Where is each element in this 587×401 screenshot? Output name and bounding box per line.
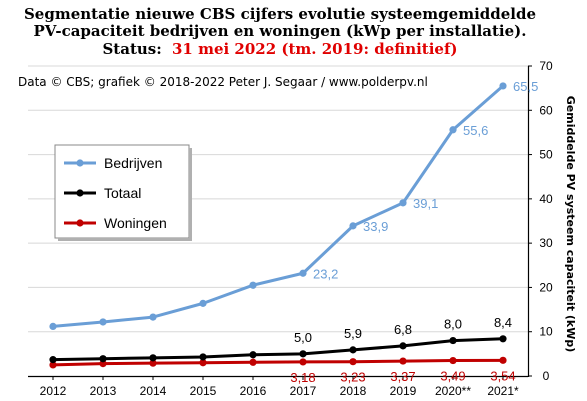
y-tick-label: 50: [539, 148, 553, 162]
x-tick-label: 2015: [190, 384, 217, 398]
point-bedrijven: [499, 82, 507, 90]
legend-marker-totaal: [76, 189, 84, 197]
point-woningen: [199, 359, 207, 367]
chart-title-line2: PV-capaciteit bedrijven en woningen (kWp…: [34, 22, 527, 40]
x-tick-label: 2021*: [487, 384, 519, 398]
data-label-totaal: 5,9: [344, 326, 362, 341]
chart-title-status: Status: 31 mei 2022 (tm. 2019: definitie…: [102, 40, 457, 58]
point-woningen: [349, 358, 357, 366]
status-value: 31 mei 2022 (tm. 2019: definitief): [172, 40, 458, 58]
point-bedrijven: [199, 299, 207, 307]
point-totaal: [49, 356, 57, 364]
x-tick-label: 2012: [40, 384, 67, 398]
point-totaal: [199, 353, 207, 361]
legend-label-totaal: Totaal: [104, 185, 141, 201]
chart-title-line1: Segmentatie nieuwe CBS cijfers evolutie …: [24, 5, 536, 23]
data-label-woningen: 3,18: [290, 370, 315, 385]
point-bedrijven: [449, 126, 457, 134]
labels-layer: 3,18 3,23 3,37 3,49 3,54 5,0 5,9 6,8 8,0 8,4 23,2 3…: [290, 79, 538, 385]
data-label-woningen: 3,54: [490, 368, 515, 383]
point-bedrijven: [99, 318, 107, 326]
status-label: Status:: [102, 40, 161, 58]
point-woningen: [399, 357, 407, 365]
data-label-totaal: 8,0: [444, 317, 462, 332]
legend: Bedrijven Totaal Woningen: [54, 144, 192, 241]
legend-label-bedrijven: Bedrijven: [104, 155, 162, 171]
series-line-bedrijven: [52, 84, 504, 328]
y-tick-label: 10: [539, 325, 553, 339]
point-bedrijven: [149, 313, 157, 321]
point-woningen: [249, 358, 257, 366]
point-bedrijven: [299, 269, 307, 277]
y-axis-label: Gemiddelde PV systeem capaciteit (kWp): [564, 96, 577, 353]
legend-shadow-bottom: [58, 238, 192, 241]
data-label-totaal: 8,4: [494, 315, 512, 330]
series-line-totaal: [52, 337, 504, 362]
data-label-totaal: 6,8: [394, 322, 412, 337]
data-label-totaal: 5,0: [294, 330, 312, 345]
data-label-bedrijven: 55,6: [463, 123, 488, 138]
y-tick-label: 20: [539, 280, 553, 294]
x-tick-label: 2018: [340, 384, 367, 398]
y-tick-label: 70: [539, 59, 553, 73]
point-totaal: [99, 355, 107, 363]
series-layer: [49, 82, 507, 369]
x-tick-label: 2016: [240, 384, 267, 398]
x-tick-label: 2014: [140, 384, 167, 398]
chart-credit: Data © CBS; grafiek © 2018-2022 Peter J.…: [18, 75, 428, 89]
point-totaal: [149, 354, 157, 362]
point-woningen: [449, 356, 457, 365]
data-label-bedrijven: 23,2: [313, 266, 338, 281]
point-totaal: [249, 351, 257, 359]
data-label-bedrijven: 33,9: [363, 219, 388, 234]
point-totaal: [299, 350, 307, 358]
point-totaal: [499, 335, 507, 343]
data-label-woningen: 3,49: [440, 369, 465, 384]
y-ticks: 0 10 20 30 40 50 60 70: [528, 59, 553, 383]
point-bedrijven: [249, 281, 257, 289]
legend-shadow-right: [189, 148, 192, 240]
point-woningen: [499, 356, 507, 364]
point-woningen: [49, 361, 57, 369]
data-label-bedrijven: 65,5: [513, 79, 538, 94]
series-line-woningen: [52, 358, 504, 367]
point-bedrijven: [349, 222, 357, 230]
data-label-bedrijven: 39,1: [413, 196, 438, 211]
point-bedrijven: [49, 322, 57, 330]
legend-label-woningen: Woningen: [104, 215, 167, 231]
point-totaal: [399, 342, 407, 350]
point-totaal: [449, 336, 457, 345]
y-tick-label: 40: [539, 192, 553, 206]
x-ticks: 2012 2013 2014 2015 2016 2017 2018 2019 2020** 20…: [40, 376, 519, 398]
y-tick-label: 60: [539, 103, 553, 117]
x-tick-label: 2017: [290, 384, 317, 398]
point-bedrijven: [399, 199, 407, 207]
point-woningen: [299, 358, 307, 366]
point-woningen: [149, 359, 157, 367]
y-tick-label: 0: [543, 369, 550, 383]
legend-marker-bedrijven: [76, 159, 84, 167]
data-label-woningen: 3,23: [340, 370, 365, 385]
x-tick-label: 2013: [90, 384, 117, 398]
x-tick-label: 2019: [390, 384, 417, 398]
data-label-woningen: 3,37: [390, 369, 415, 384]
legend-marker-woningen: [76, 219, 84, 227]
x-tick-label: 2020**: [435, 384, 471, 398]
point-totaal: [349, 346, 357, 354]
y-tick-label: 30: [539, 236, 553, 250]
